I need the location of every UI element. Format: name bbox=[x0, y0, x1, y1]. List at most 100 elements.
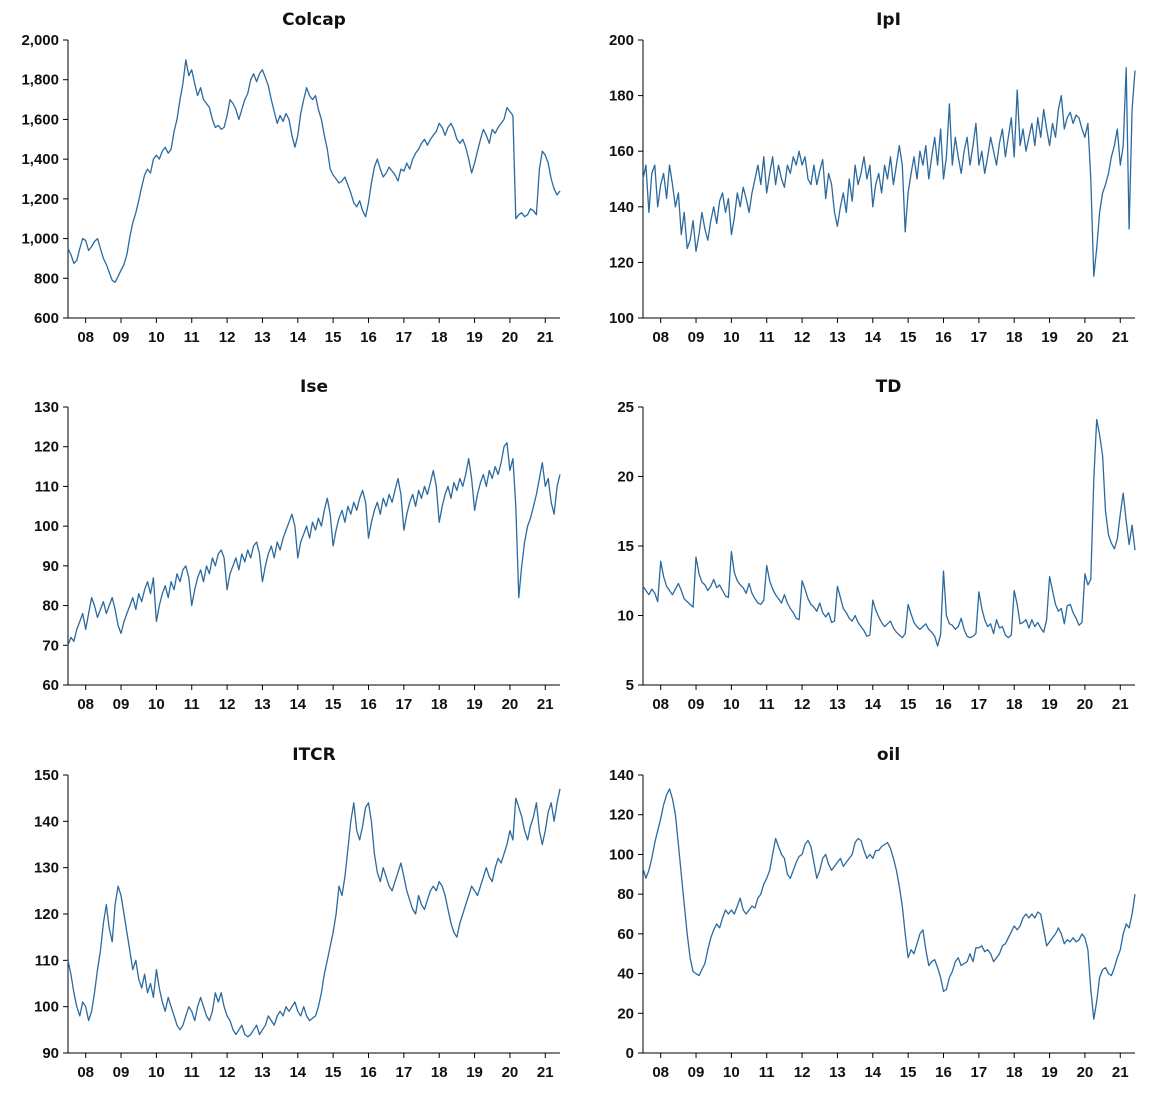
x-tick-label: 15 bbox=[899, 329, 916, 346]
chart-plot-oil: 0 20 40 60 80 100 120 140 08 09 10 11 12 13 14 15 16 17 18… bbox=[608, 767, 1136, 1081]
x-tick-label: 21 bbox=[537, 1064, 554, 1081]
x-tick-label: 20 bbox=[1076, 696, 1093, 713]
y-tick-label: 130 bbox=[34, 399, 59, 416]
x-tick-label: 09 bbox=[687, 329, 704, 346]
x-tick-label: 18 bbox=[1005, 1064, 1022, 1081]
y-tick-label: 25 bbox=[617, 399, 634, 416]
x-tick-label: 11 bbox=[758, 329, 774, 346]
chart-ise: Ise 60 70 80 90 100 110 120 130 08 09 10 11 12 13 14 15… bbox=[0, 367, 574, 734]
x-tick-label: 10 bbox=[723, 1064, 740, 1081]
x-tick-label: 11 bbox=[758, 1064, 774, 1081]
x-tick-label: 16 bbox=[935, 1064, 952, 1081]
x-tick-label: 15 bbox=[325, 1064, 342, 1081]
x-tick-label: 10 bbox=[723, 329, 740, 346]
x-tick-label: 08 bbox=[652, 1064, 669, 1081]
y-tick-label: 120 bbox=[34, 439, 59, 456]
y-tick-label: 120 bbox=[34, 906, 59, 923]
x-tick-label: 11 bbox=[184, 329, 200, 346]
x-tick-label: 13 bbox=[254, 329, 271, 346]
x-tick-label: 14 bbox=[864, 329, 881, 346]
x-tick-label: 13 bbox=[829, 329, 846, 346]
chart-title-colcap: Colcap bbox=[282, 10, 346, 30]
x-tick-label: 09 bbox=[687, 696, 704, 713]
x-tick-label: 11 bbox=[184, 1064, 200, 1081]
chart-title-td: TD bbox=[875, 377, 902, 398]
x-tick-label: 11 bbox=[184, 696, 200, 713]
x-tick-label: 11 bbox=[758, 696, 774, 713]
x-tick-label: 13 bbox=[254, 1064, 271, 1081]
y-tick-label: 1,800 bbox=[21, 72, 59, 89]
x-tick-label: 14 bbox=[289, 329, 306, 346]
x-tick-label: 20 bbox=[1076, 1064, 1093, 1081]
x-tick-label: 19 bbox=[1041, 696, 1058, 713]
x-tick-label: 15 bbox=[325, 329, 342, 346]
x-tick-label: 10 bbox=[723, 696, 740, 713]
y-tick-label: 1,600 bbox=[21, 111, 59, 128]
x-tick-label: 17 bbox=[396, 1064, 413, 1081]
x-tick-label: 17 bbox=[970, 329, 987, 346]
y-tick-label: 100 bbox=[608, 846, 633, 863]
x-tick-label: 08 bbox=[77, 329, 94, 346]
chart-itcr: ITCR 90 100 110 120 130 140 150 08 09 10 11 12 13 14 1… bbox=[0, 735, 574, 1102]
y-tick-label: 60 bbox=[42, 677, 59, 694]
y-tick-label: 800 bbox=[34, 270, 59, 287]
x-tick-label: 14 bbox=[864, 1064, 881, 1081]
chart-title-ipi: IpI bbox=[876, 10, 901, 30]
chart-plot-td: 5 10 15 20 25 08 09 10 11 12 13 14 15 16 17 18 19 20 21 bbox=[617, 399, 1136, 713]
x-tick-label: 20 bbox=[502, 696, 519, 713]
x-tick-label: 10 bbox=[148, 329, 165, 346]
series-line bbox=[641, 419, 1136, 648]
y-tick-label: 140 bbox=[34, 813, 59, 830]
x-tick-label: 13 bbox=[829, 1064, 846, 1081]
x-tick-label: 18 bbox=[431, 1064, 448, 1081]
y-tick-label: 120 bbox=[608, 254, 633, 271]
y-tick-label: 80 bbox=[42, 598, 59, 615]
x-tick-label: 12 bbox=[793, 1064, 810, 1081]
x-tick-label: 19 bbox=[1041, 1064, 1058, 1081]
x-tick-label: 20 bbox=[502, 1064, 519, 1081]
x-tick-label: 15 bbox=[325, 696, 342, 713]
chart-td: TD 5 10 15 20 25 08 09 10 11 12 13 14 15 16 17 18 19 20 21 bbox=[575, 367, 1149, 734]
chart-ipi: IpI 100 120 140 160 180 200 08 09 10 11 12 13 14 15 16… bbox=[575, 0, 1149, 367]
y-tick-label: 130 bbox=[34, 859, 59, 876]
x-tick-label: 17 bbox=[396, 329, 413, 346]
x-tick-label: 14 bbox=[289, 1064, 306, 1081]
y-tick-label: 20 bbox=[617, 469, 634, 486]
x-tick-label: 19 bbox=[1041, 329, 1058, 346]
y-tick-label: 1,200 bbox=[21, 191, 59, 208]
y-tick-label: 120 bbox=[608, 806, 633, 823]
y-tick-label: 2,000 bbox=[21, 32, 59, 49]
x-tick-label: 20 bbox=[502, 329, 519, 346]
y-tick-label: 100 bbox=[608, 310, 633, 327]
y-tick-label: 160 bbox=[608, 143, 633, 160]
x-tick-label: 17 bbox=[970, 1064, 987, 1081]
y-tick-label: 1,400 bbox=[21, 151, 59, 168]
y-tick-label: 100 bbox=[34, 998, 59, 1015]
chart-plot-colcap: 600 800 1,000 1,200 1,400 1,600 1,800 2,000 08 09… bbox=[21, 32, 561, 346]
x-tick-label: 08 bbox=[652, 329, 669, 346]
x-tick-label: 12 bbox=[793, 329, 810, 346]
x-tick-label: 19 bbox=[466, 329, 483, 346]
x-tick-label: 19 bbox=[466, 696, 483, 713]
chart-plot-ipi: 100 120 140 160 180 200 08 09 10 11 12 13 14 15 16 17 18… bbox=[608, 32, 1136, 346]
chart-title-oil: oil bbox=[876, 744, 901, 765]
x-tick-label: 21 bbox=[1111, 696, 1128, 713]
x-tick-label: 16 bbox=[360, 329, 377, 346]
x-tick-label: 18 bbox=[1005, 696, 1022, 713]
x-tick-label: 17 bbox=[970, 696, 987, 713]
x-tick-label: 09 bbox=[113, 696, 130, 713]
x-tick-label: 12 bbox=[219, 1064, 236, 1081]
y-tick-label: 140 bbox=[608, 767, 633, 784]
x-tick-label: 12 bbox=[219, 329, 236, 346]
x-tick-label: 16 bbox=[935, 329, 952, 346]
x-tick-label: 12 bbox=[793, 696, 810, 713]
y-tick-label: 0 bbox=[625, 1045, 633, 1062]
y-tick-label: 70 bbox=[42, 638, 59, 655]
y-tick-label: 80 bbox=[617, 886, 634, 903]
chart-colcap: Colcap 600 800 1,000 1,200 1,400 1,600 1,800 2,… bbox=[0, 0, 574, 367]
x-tick-label: 21 bbox=[1111, 329, 1128, 346]
y-tick-label: 10 bbox=[617, 608, 634, 625]
x-tick-label: 17 bbox=[396, 696, 413, 713]
chart-title-ise: Ise bbox=[300, 377, 328, 398]
